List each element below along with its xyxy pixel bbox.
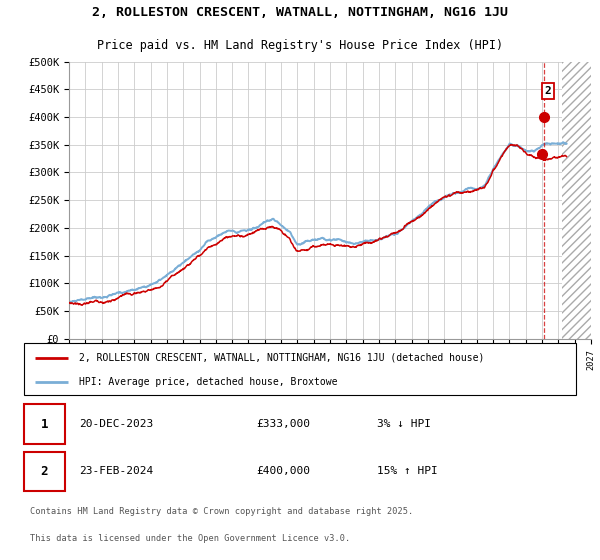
Bar xyxy=(562,62,600,339)
Text: Price paid vs. HM Land Registry's House Price Index (HPI): Price paid vs. HM Land Registry's House … xyxy=(97,39,503,53)
Text: HPI: Average price, detached house, Broxtowe: HPI: Average price, detached house, Brox… xyxy=(79,377,338,387)
Text: Contains HM Land Registry data © Crown copyright and database right 2025.: Contains HM Land Registry data © Crown c… xyxy=(29,507,413,516)
Text: £333,000: £333,000 xyxy=(256,419,310,429)
FancyBboxPatch shape xyxy=(24,404,65,444)
Text: 20-DEC-2023: 20-DEC-2023 xyxy=(79,419,154,429)
Text: 23-FEB-2024: 23-FEB-2024 xyxy=(79,466,154,476)
Text: 2, ROLLESTON CRESCENT, WATNALL, NOTTINGHAM, NG16 1JU (detached house): 2, ROLLESTON CRESCENT, WATNALL, NOTTINGH… xyxy=(79,353,485,363)
Text: 2, ROLLESTON CRESCENT, WATNALL, NOTTINGHAM, NG16 1JU: 2, ROLLESTON CRESCENT, WATNALL, NOTTINGH… xyxy=(92,6,508,20)
FancyBboxPatch shape xyxy=(24,343,576,395)
Text: This data is licensed under the Open Government Licence v3.0.: This data is licensed under the Open Gov… xyxy=(29,534,350,543)
Text: 2: 2 xyxy=(545,86,551,96)
Text: 2: 2 xyxy=(41,465,48,478)
FancyBboxPatch shape xyxy=(24,451,65,491)
Text: 1: 1 xyxy=(41,418,48,431)
Text: £400,000: £400,000 xyxy=(256,466,310,476)
Text: 3% ↓ HPI: 3% ↓ HPI xyxy=(377,419,431,429)
Text: 15% ↑ HPI: 15% ↑ HPI xyxy=(377,466,438,476)
